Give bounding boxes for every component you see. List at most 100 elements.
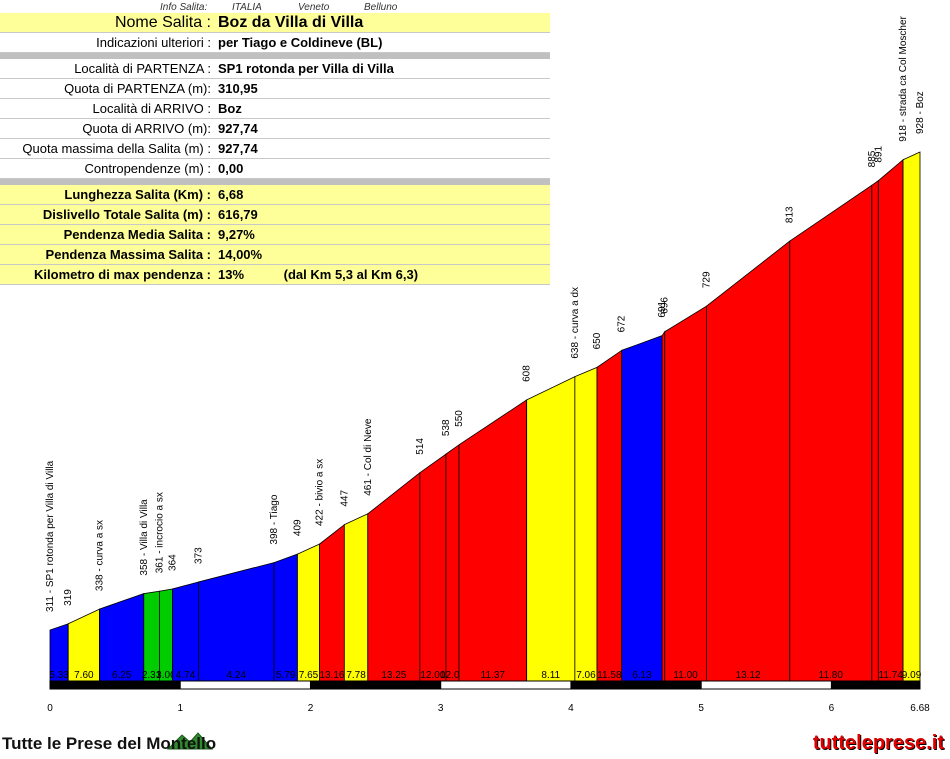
segment-grade-label: 11.74: [879, 670, 904, 681]
profile-segment: [902, 151, 921, 682]
row-max-alt: Quota massima della Salita (m) : 927,74: [0, 138, 550, 159]
segment-grade-label: 7.06: [576, 670, 596, 681]
profile-segment: [789, 184, 873, 682]
km-ruler-block: [309, 680, 442, 690]
segment-grade-label: 12.00: [420, 670, 445, 681]
waypoint-label: 672: [617, 315, 628, 332]
waypoint-label: 319: [63, 589, 74, 606]
climb-info-table: Nome Salita : Boz da Villa di Villa Indi…: [0, 13, 550, 285]
profile-segment: [172, 581, 199, 682]
segment-grade-label: 11.37: [481, 670, 506, 681]
province-label: Belluno: [364, 2, 398, 13]
km-ruler-block: [49, 680, 181, 690]
x-tick-label: 6: [829, 703, 835, 714]
montello-hill-icon: [166, 732, 214, 750]
max-grade-label: Pendenza Massima Salita :: [0, 244, 214, 265]
profile-segment: [596, 349, 623, 682]
avg-grade-value: 9,27%: [214, 224, 550, 245]
contro-value: 0,00: [214, 158, 550, 179]
waypoint-label: 338 - curva a sx: [94, 520, 105, 591]
profile-segment: [99, 593, 145, 682]
gain-label: Dislivello Totale Salita (m) :: [0, 204, 214, 225]
row-max-km: Kilometro di max pendenza : 13% (dal Km …: [0, 264, 550, 285]
km-ruler-block: [830, 680, 921, 690]
avg-grade-label: Pendenza Media Salita :: [0, 224, 214, 245]
km-ruler-block: [700, 680, 832, 690]
profile-segment: [877, 158, 904, 682]
segment-grade-label: 7.60: [74, 670, 94, 681]
indications-value: per Tiago e Coldineve (BL): [214, 32, 550, 53]
profile-segment: [419, 453, 447, 682]
row-end: Località di ARRIVO : Boz: [0, 98, 550, 119]
row-name: Nome Salita : Boz da Villa di Villa: [0, 13, 550, 33]
profile-segment: [664, 305, 707, 682]
segment-grade-label: 11.80: [819, 670, 844, 681]
waypoint-label: 691: [657, 300, 668, 317]
segment-grade-label: 8.11: [541, 670, 560, 681]
profile-segment: [319, 523, 345, 682]
waypoint-label: 928 - Boz: [915, 91, 926, 134]
max-km-value-cell: 13% (dal Km 5,3 al Km 6,3): [214, 264, 550, 285]
max-km-label: Kilometro di max pendenza :: [0, 264, 214, 285]
km-ruler-block: [570, 680, 702, 690]
waypoint-label: 538: [441, 419, 452, 436]
waypoint-label: 885: [867, 150, 878, 167]
waypoint-label: 650: [592, 332, 603, 349]
start-alt-label: Quota di PARTENZA (m):: [0, 78, 214, 99]
country-label: ITALIA: [232, 2, 262, 13]
end-value: Boz: [214, 98, 550, 119]
x-tick-label: 6.68: [910, 703, 930, 714]
end-alt-value: 927,74: [214, 118, 550, 139]
waypoint-label: 373: [193, 547, 204, 564]
waypoint-label: 311 - SP1 rotonda per Villa di Villa: [45, 460, 56, 612]
segment-grade-label: 5.33: [49, 670, 69, 681]
length-label: Lunghezza Salita (Km) :: [0, 185, 214, 205]
indications-label: Indicazioni ulteriori :: [0, 32, 214, 53]
segment-grade-label: 12.00: [440, 670, 465, 681]
start-alt-value: 310,95: [214, 78, 550, 99]
segment-grade-label: 11.00: [673, 670, 698, 681]
max-km-value: 13%: [218, 267, 245, 282]
x-tick-label: 3: [438, 703, 444, 714]
profile-segment: [621, 335, 663, 682]
site-link[interactable]: tutteleprese.it: [812, 732, 944, 754]
max-alt-label: Quota massima della Salita (m) :: [0, 138, 214, 159]
waypoint-label: 358 - Villa di Villa: [139, 499, 150, 576]
waypoint-label: 514: [415, 438, 426, 455]
profile-segment: [143, 590, 160, 682]
x-tick-label: 4: [568, 703, 574, 714]
waypoint-label: 461 - Col di Neve: [363, 418, 374, 496]
x-tick-label: 1: [177, 703, 183, 714]
row-length: Lunghezza Salita (Km) : 6,68: [0, 185, 550, 205]
segment-grade-label: 11.58: [597, 670, 622, 681]
start-label: Località di PARTENZA :: [0, 59, 214, 79]
profile-segment: [273, 553, 298, 682]
profile-segment: [706, 240, 791, 682]
waypoint-label: 696: [660, 297, 671, 314]
segment-grade-label: 6.13: [632, 670, 652, 681]
profile-segment: [445, 444, 460, 682]
profile-segment: [574, 366, 598, 682]
km-ruler-block: [440, 680, 572, 690]
segment-grade-label: 4.74: [176, 670, 196, 681]
montello-logo: Tutte le Prese del Montello: [2, 734, 217, 753]
segment-grade-label: 7.78: [346, 670, 366, 681]
x-tick-label: 0: [47, 703, 53, 714]
name-value: Boz da Villa di Villa: [214, 13, 550, 33]
end-alt-label: Quota di ARRIVO (m):: [0, 118, 214, 139]
row-avg-grade: Pendenza Media Salita : 9,27%: [0, 224, 550, 245]
name-label: Nome Salita :: [0, 13, 214, 33]
row-start-alt: Quota di PARTENZA (m): 310,95: [0, 78, 550, 99]
km-ruler-block: [179, 680, 311, 690]
waypoint-label: 422 - bivio a sx: [315, 459, 326, 526]
region-label: Veneto: [298, 2, 330, 13]
x-tick-label: 5: [698, 703, 704, 714]
profile-segment: [458, 399, 528, 682]
segment-grade-label: 5.79: [276, 670, 296, 681]
profile-segment: [871, 179, 879, 682]
waypoint-label: 729: [701, 271, 712, 288]
waypoint-label: 813: [785, 206, 796, 223]
x-tick-label: 2: [308, 703, 314, 714]
segment-grade-label: 6.25: [112, 670, 132, 681]
info-header: Info Salita: ITALIA Veneto Belluno: [0, 0, 550, 18]
